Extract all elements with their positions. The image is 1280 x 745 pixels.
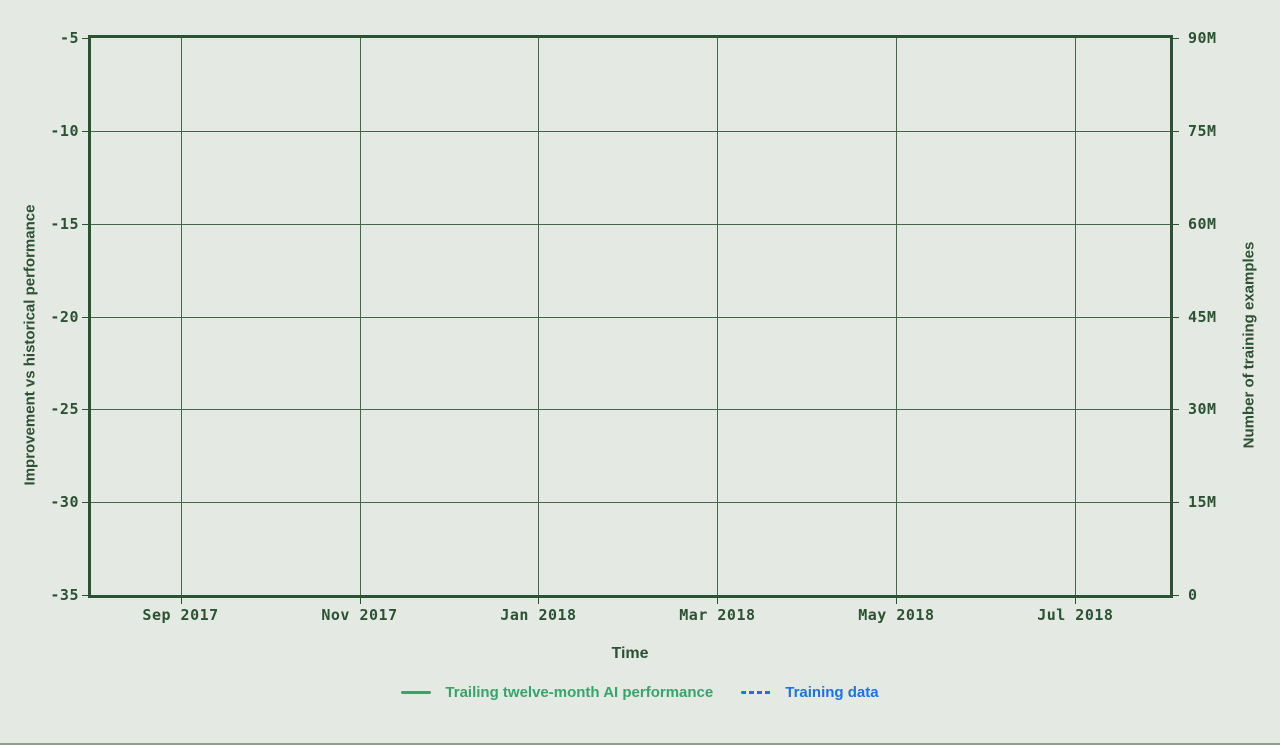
plot-area	[82, 35, 1179, 604]
ai-performance-line-swatch	[401, 691, 432, 694]
y-axis-tick-right	[1173, 316, 1179, 318]
y-axis-title-right: Number of training examples	[1240, 241, 1258, 449]
y-tick-label-right: 0	[1188, 586, 1198, 604]
y-axis-tick-left	[82, 502, 88, 504]
y-tick-label-right: 75M	[1188, 121, 1217, 140]
gridline-vertical	[180, 38, 182, 595]
x-axis-tick	[1075, 598, 1077, 604]
x-tick-label: Nov 2017	[321, 606, 398, 624]
legend-label-ai-performance: Trailing twelve-month AI performance	[445, 684, 714, 701]
x-tick-label: Jul 2018	[1037, 606, 1114, 624]
y-tick-label-left: -25	[50, 400, 79, 419]
legend-item-ai-performance[interactable]: Trailing twelve-month AI performance	[401, 684, 713, 701]
training-data-line-swatch	[741, 691, 772, 694]
x-tick-label: Jan 2018	[500, 606, 577, 624]
gridline-vertical	[1075, 38, 1077, 595]
legend-item-training-data[interactable]: Training data	[741, 684, 879, 701]
x-tick-label: Sep 2017	[142, 606, 219, 624]
y-tick-label-left: -30	[50, 493, 79, 512]
gridline-vertical	[896, 38, 898, 595]
gridline-horizontal	[91, 223, 1170, 225]
y-axis-tick-right	[1173, 223, 1179, 225]
y-axis-tick-right	[1173, 130, 1179, 132]
y-tick-label-left: -10	[50, 121, 79, 140]
y-axis-tick-right	[1173, 502, 1179, 504]
legend: Trailing twelve-month AI performance Tra…	[0, 684, 1280, 701]
y-axis-tick-right	[1173, 409, 1179, 411]
y-axis-labels-right: 90M 75M 60M 45M 30M 15M 0	[1188, 29, 1280, 604]
y-axis-labels-left: -5 -10 -15 -20 -25 -30 -35	[0, 29, 79, 604]
y-tick-label-left: -15	[50, 214, 79, 233]
y-axis-tick-left	[82, 223, 88, 225]
x-axis-tick	[359, 598, 361, 604]
y-axis-tick-left	[82, 316, 88, 318]
y-tick-label-right: 45M	[1188, 307, 1217, 326]
x-axis-title: Time	[611, 645, 649, 662]
gridline-horizontal	[91, 316, 1170, 318]
x-tick-label: May 2018	[858, 606, 935, 624]
gridline-horizontal	[91, 502, 1170, 504]
x-axis-tick	[538, 598, 540, 604]
gridline-vertical	[538, 38, 540, 595]
y-axis-title-left: Improvement vs historical performance	[21, 204, 39, 486]
x-tick-label: Mar 2018	[679, 606, 756, 624]
y-tick-label-right: 30M	[1188, 400, 1217, 419]
y-tick-label-right: 90M	[1188, 29, 1217, 47]
x-axis-tick	[180, 598, 182, 604]
y-axis-tick-left	[82, 130, 88, 132]
y-axis-tick-left	[82, 595, 88, 596]
x-axis-labels: Sep 2017 Nov 2017 Jan 2018 Mar 2018 May 2018…	[91, 606, 1170, 628]
gridline-horizontal	[91, 130, 1170, 132]
x-axis-tick	[896, 598, 898, 604]
y-axis-tick-right	[1173, 38, 1179, 39]
y-axis-tick-left	[82, 409, 88, 411]
gridline-vertical	[717, 38, 719, 595]
y-tick-label-right: 60M	[1188, 214, 1217, 233]
gridline-vertical	[359, 38, 361, 595]
y-tick-label-right: 15M	[1188, 493, 1217, 512]
y-tick-label-left: -35	[50, 586, 79, 604]
legend-label-training-data: Training data	[785, 684, 879, 701]
x-axis-tick	[717, 598, 719, 604]
y-axis-tick-right	[1173, 595, 1179, 596]
y-tick-label-left: -5	[59, 29, 79, 47]
y-axis-tick-left	[82, 38, 88, 39]
gridline-horizontal	[91, 409, 1170, 411]
y-tick-label-left: -20	[50, 307, 79, 326]
